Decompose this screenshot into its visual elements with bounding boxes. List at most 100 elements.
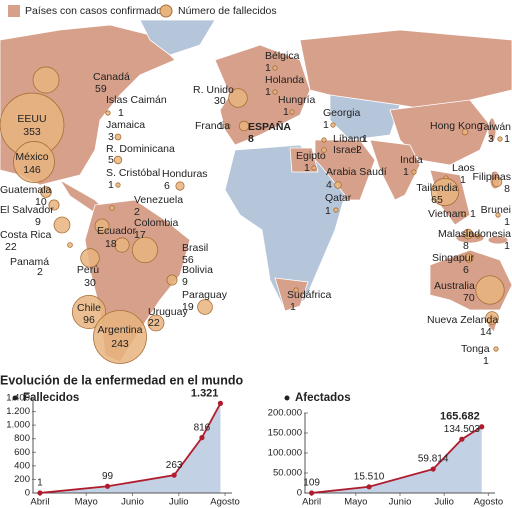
country-name: Líbano	[333, 133, 365, 145]
point	[104, 483, 111, 489]
death-bubble	[272, 65, 278, 71]
y-tick-label: 800	[14, 433, 30, 444]
country-name: Sudáfrica	[287, 289, 332, 301]
title-bullet	[284, 395, 290, 401]
death-count: 8	[463, 240, 469, 252]
country-name: Arabia Saudí	[326, 166, 387, 178]
value-label: 816	[194, 422, 211, 433]
legend-bubble	[159, 4, 173, 18]
country-name: Brasil	[182, 242, 208, 254]
death-count: 1	[470, 208, 476, 220]
legend-swatch	[8, 5, 20, 17]
death-bubble	[462, 228, 474, 240]
death-count: 1	[504, 133, 510, 145]
death-bubble	[464, 253, 474, 263]
country-name: Tailandia	[416, 182, 458, 194]
death-bubble	[493, 346, 499, 352]
country-name: India	[400, 154, 423, 166]
country-name: R. Unido	[193, 84, 234, 96]
death-count: 146	[23, 164, 41, 176]
y-tick-label: 200.000	[268, 408, 302, 419]
death-count: 1	[118, 107, 124, 119]
death-bubble	[114, 237, 130, 253]
country-name: Indonesia	[465, 228, 511, 240]
death-count: 1	[290, 301, 296, 313]
country-name: EEUU	[17, 113, 46, 125]
country-name: Perú	[77, 264, 99, 276]
value-label: 59.814	[418, 454, 449, 465]
death-count: 30	[214, 95, 226, 107]
death-bubble	[289, 109, 295, 115]
death-count: 22	[5, 241, 17, 253]
value-label: 134.503	[444, 424, 481, 435]
legend: Países con casos confirmados Número de f…	[8, 4, 277, 18]
point	[309, 490, 315, 496]
country-name: Chile	[77, 302, 101, 314]
country-name: Costa Rica	[0, 229, 52, 241]
islands	[487, 235, 509, 245]
death-bubble	[485, 311, 499, 325]
death-count: 10	[35, 196, 47, 208]
area	[311, 426, 482, 493]
country-name: Malasia	[438, 228, 474, 240]
x-tick-label: Julio	[169, 497, 189, 508]
death-bubble	[114, 133, 122, 141]
central-asia	[329, 94, 401, 141]
country-name: Australia	[434, 280, 475, 292]
country-name: El Salvador	[0, 204, 54, 216]
death-bubble	[166, 274, 178, 286]
point	[430, 466, 436, 472]
africa	[224, 144, 346, 311]
country-name: Ecuador	[97, 225, 137, 237]
death-bubble	[32, 66, 60, 94]
country-name: Jamaica	[106, 119, 145, 131]
death-bubble	[321, 137, 327, 143]
death-count: 18	[105, 238, 117, 250]
death-bubble	[321, 147, 327, 153]
death-count: 1	[265, 86, 271, 98]
death-bubble	[147, 314, 165, 332]
country-name: México	[15, 151, 48, 163]
country-name: Hong Kong	[430, 120, 483, 132]
point	[217, 400, 224, 406]
country-name: Singapur	[432, 252, 475, 264]
area	[39, 403, 221, 493]
death-count: 1	[504, 216, 510, 228]
death-count: 1	[304, 162, 310, 174]
death-bubble	[40, 186, 52, 198]
value-label: 1	[37, 478, 43, 489]
y-tick-label: 1.200	[6, 406, 30, 417]
death-bubble	[475, 275, 505, 305]
death-count: 14	[480, 326, 492, 338]
legend-label: Número de fallecidos	[178, 5, 277, 17]
country-name: Laos	[452, 162, 475, 174]
death-count: 1	[504, 240, 510, 252]
title-bullet	[12, 395, 18, 401]
point	[459, 436, 465, 442]
value-label: 263	[166, 460, 183, 471]
death-bubble	[238, 120, 250, 132]
death-bubble	[71, 294, 107, 330]
country-name: Bélgica	[265, 50, 300, 62]
death-count: 1	[483, 355, 489, 367]
country-name: ESPAÑA	[248, 120, 291, 133]
country-name: Brunei	[481, 204, 511, 216]
y-tick-label: 0	[297, 488, 302, 499]
y-tick-label: 400	[14, 460, 30, 471]
greenland	[139, 19, 216, 56]
death-count: 22	[148, 317, 160, 329]
point	[479, 424, 485, 430]
egypt	[289, 147, 319, 173]
death-bubble	[461, 128, 469, 136]
death-count: 1	[265, 62, 271, 74]
death-count: 1	[325, 205, 331, 217]
death-count: 353	[23, 126, 41, 138]
y-tick-label: 1.000	[6, 420, 30, 431]
death-count: 1	[323, 119, 329, 131]
death-bubble	[475, 233, 481, 239]
death-count: 30	[84, 277, 96, 289]
death-count: 1	[403, 166, 409, 178]
value-label: 1.321	[191, 387, 219, 399]
country-name: Tonga	[461, 343, 490, 355]
